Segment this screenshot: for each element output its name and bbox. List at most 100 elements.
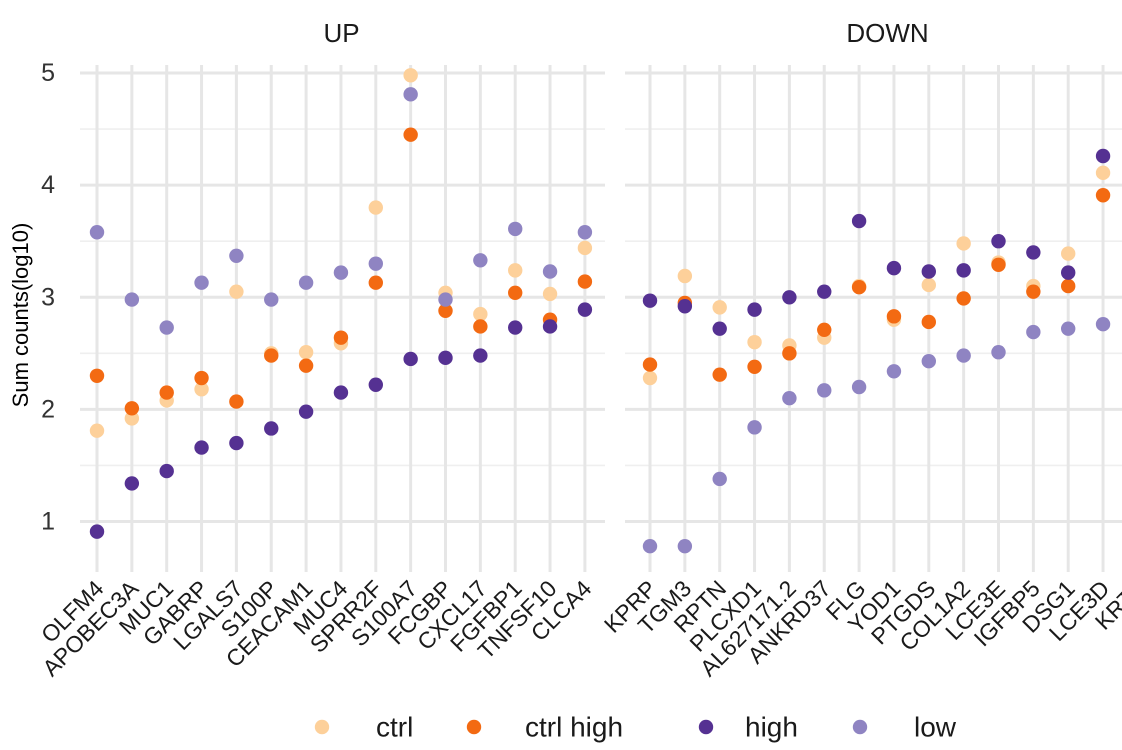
point-ctrl xyxy=(677,268,693,284)
point-high xyxy=(298,404,314,419)
point-ctrl-high xyxy=(473,319,488,334)
point-high xyxy=(542,319,558,334)
point-high xyxy=(368,377,383,392)
point-ctrl xyxy=(1095,165,1111,181)
point-ctrl-high xyxy=(229,394,244,409)
point-high xyxy=(333,385,349,400)
point-high xyxy=(1026,245,1041,260)
point-ctrl-high xyxy=(747,359,762,375)
point-ctrl xyxy=(473,306,488,322)
point-ctrl-high xyxy=(508,285,523,301)
point-low xyxy=(747,420,762,435)
point-low xyxy=(851,379,867,395)
y-tick-label: 1 xyxy=(41,508,55,536)
legend-key-ctrl-high xyxy=(466,719,482,735)
point-low xyxy=(159,320,174,335)
point-ctrl-high xyxy=(333,330,349,345)
point-low xyxy=(817,383,832,398)
point-low xyxy=(577,225,593,240)
point-low xyxy=(194,275,209,290)
point-high xyxy=(712,321,727,336)
point-high xyxy=(747,302,762,317)
point-low xyxy=(782,391,797,406)
point-ctrl xyxy=(712,300,727,315)
point-low xyxy=(956,348,971,363)
point-ctrl-high xyxy=(642,357,658,372)
point-ctrl-high xyxy=(712,367,727,382)
point-high xyxy=(1061,265,1076,280)
point-high xyxy=(438,350,453,366)
legend: ctrl ctrl high high low xyxy=(314,712,957,743)
point-high xyxy=(124,476,140,491)
point-ctrl-high xyxy=(577,274,593,289)
point-ctrl xyxy=(956,236,971,251)
point-ctrl-high xyxy=(298,358,314,373)
point-high xyxy=(817,284,832,299)
point-ctrl-high xyxy=(89,368,105,383)
point-low xyxy=(1061,321,1076,336)
legend-label: high xyxy=(745,712,798,743)
point-ctrl-high xyxy=(368,275,383,290)
point-low xyxy=(229,248,244,263)
point-low xyxy=(124,292,140,307)
point-ctrl xyxy=(642,370,658,386)
point-ctrl xyxy=(194,382,209,397)
y-tick-label: 4 xyxy=(41,171,55,199)
point-ctrl-high xyxy=(782,346,797,361)
axis-labels: UPOLFM4APOBEC3AMUC1GABRPLGALS7S100PCEACA… xyxy=(36,18,1122,681)
point-high xyxy=(159,463,174,479)
point-ctrl-high xyxy=(921,314,936,330)
point-ctrl xyxy=(747,334,762,350)
point-high xyxy=(194,440,209,455)
point-ctrl xyxy=(124,411,140,426)
point-low xyxy=(508,221,523,237)
y-tick-label: 2 xyxy=(41,395,55,423)
legend-key-high xyxy=(698,719,714,735)
point-ctrl xyxy=(89,423,105,438)
point-high xyxy=(886,260,902,276)
point-high xyxy=(264,421,279,436)
point-low xyxy=(712,471,727,487)
point-ctrl xyxy=(229,284,244,299)
point-low xyxy=(403,87,418,102)
point-ctrl xyxy=(542,286,558,302)
point-high xyxy=(851,213,867,229)
point-high xyxy=(577,302,593,317)
point-low xyxy=(89,225,105,240)
point-high xyxy=(921,264,936,279)
point-high xyxy=(89,524,105,539)
point-ctrl-high xyxy=(1095,188,1111,203)
panel-title: DOWN xyxy=(846,18,928,48)
point-ctrl xyxy=(577,240,593,256)
point-ctrl-high xyxy=(403,127,418,142)
point-low xyxy=(677,539,693,554)
point-low xyxy=(991,345,1006,360)
point-high xyxy=(403,351,418,367)
data-points xyxy=(89,68,1111,554)
point-low xyxy=(368,256,383,271)
legend-label: ctrl high xyxy=(525,712,623,743)
point-ctrl xyxy=(921,277,936,293)
point-low xyxy=(921,354,936,369)
point-ctrl-high xyxy=(817,322,832,338)
point-high xyxy=(1095,148,1111,164)
legend-label: low xyxy=(914,712,957,743)
legend-label: ctrl xyxy=(376,712,413,743)
point-low xyxy=(333,265,349,280)
point-low xyxy=(642,539,658,554)
point-high xyxy=(473,348,488,363)
point-ctrl-high xyxy=(264,348,279,363)
point-low xyxy=(298,275,314,290)
point-ctrl xyxy=(508,263,523,278)
point-ctrl-high xyxy=(1061,278,1076,294)
point-ctrl-high xyxy=(159,385,174,400)
point-ctrl-high xyxy=(956,291,971,306)
point-ctrl-high xyxy=(1026,284,1041,299)
point-low xyxy=(438,292,453,307)
point-high xyxy=(508,320,523,335)
legend-key-low xyxy=(852,719,868,735)
point-low xyxy=(1095,316,1111,332)
point-ctrl-high xyxy=(194,370,209,386)
y-tick-label: 5 xyxy=(41,59,55,87)
